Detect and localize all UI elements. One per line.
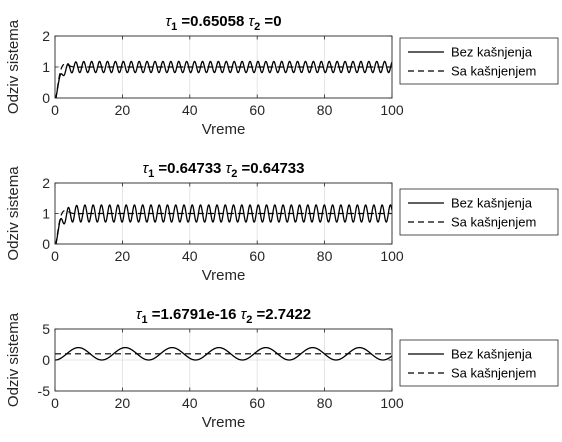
series-line-bez-kasnjenja [55,204,392,244]
title-subscript: 1 [148,168,154,180]
x-tick-label: 20 [115,102,131,118]
title-subscript: 2 [254,21,260,33]
x-tick-label: 60 [249,248,265,264]
series-line-bez-kasnjenja [55,60,392,98]
x-tick-label: 80 [317,102,333,118]
chart-title: τ1 =0.65058 τ2 =0 [165,13,281,33]
title-text: τ [226,160,233,177]
y-axis-label: Odziv sistema [5,166,22,261]
x-tick-label: 0 [51,248,59,264]
title-text: =1.6791e-16 [148,306,241,323]
title-subscript: 1 [171,21,177,33]
title-text: =0.64733 [154,160,225,177]
y-axis-label: Odziv sistema [5,312,22,407]
title-subscript: 2 [231,168,237,180]
title-text: τ [241,306,248,323]
legend: Bez kašnjenja Sa kašnjenjem [399,339,559,387]
chart-title: τ1 =1.6791e-16 τ2 =2.7422 [136,306,311,326]
y-tick-label: 2 [42,175,50,191]
legend-label: Bez kašnjenja [451,347,533,362]
y-tick-label: 0 [42,352,50,368]
x-tick-label: 0 [51,102,59,118]
y-tick-label: 1 [42,206,50,222]
title-text: =0 [260,13,281,30]
title-text: =0.65058 [177,13,248,30]
y-tick-label: 0 [42,236,50,252]
x-tick-label: 40 [182,102,198,118]
x-tick-label: 20 [115,248,131,264]
legend: Bez kašnjenja Sa kašnjenjem [399,37,559,85]
y-tick-label: -5 [38,383,51,399]
x-tick-label: 60 [249,395,265,411]
x-tick-label: 40 [182,395,198,411]
x-tick-label: 100 [380,395,404,411]
x-axis-label: Vreme [202,267,246,284]
title-text: τ [165,13,172,30]
x-axis-label: Vreme [202,414,246,431]
x-axis-label: Vreme [202,121,246,138]
legend-label: Sa kašnjenjem [451,366,536,381]
y-tick-label: 2 [42,28,50,44]
title-text: τ [249,13,256,30]
title-subscript: 2 [246,314,252,326]
x-tick-label: 80 [317,248,333,264]
legend-label: Sa kašnjenjem [451,64,536,79]
legend: Bez kašnjenja Sa kašnjenjem [399,188,559,236]
y-tick-label: 5 [42,321,50,337]
legend-label: Bez kašnjenja [451,196,533,211]
series-line-sa-kasnjenjem [55,63,392,98]
title-text: τ [143,160,150,177]
x-tick-label: 40 [182,248,198,264]
x-tick-label: 80 [317,395,333,411]
x-tick-label: 100 [380,102,404,118]
chart-title: τ1 =0.64733 τ2 =0.64733 [143,160,305,180]
x-tick-label: 60 [249,102,265,118]
y-tick-label: 0 [42,90,50,106]
legend-box [399,339,559,387]
x-tick-label: 20 [115,395,131,411]
legend-box [399,37,559,85]
legend-label: Bez kašnjenja [451,45,533,60]
title-subscript: 1 [141,314,147,326]
legend-box [399,188,559,236]
title-text: =2.7422 [252,306,311,323]
y-axis-label: Odziv sistema [5,19,22,114]
legend-label: Sa kašnjenjem [451,215,536,230]
title-text: =0.64733 [237,160,304,177]
x-tick-label: 0 [51,395,59,411]
series-line-bez-kasnjenja [55,346,392,361]
y-tick-label: 1 [42,59,50,75]
title-text: τ [136,306,143,323]
x-tick-label: 100 [380,248,404,264]
